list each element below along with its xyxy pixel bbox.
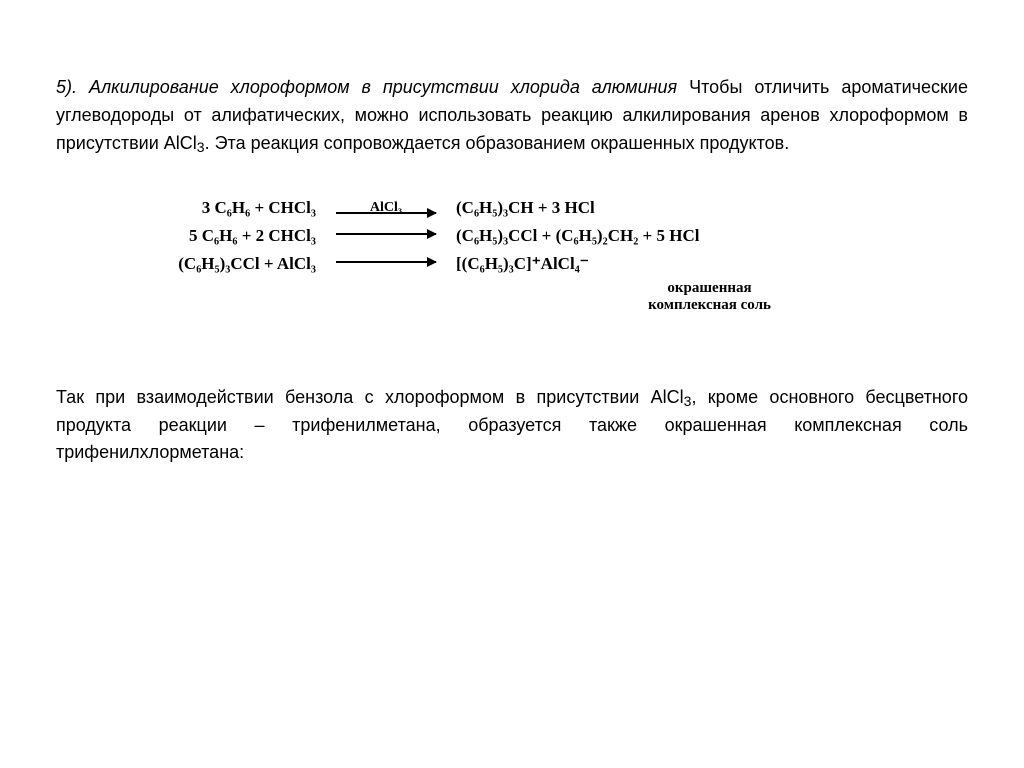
equation-2: 5 C₆H₆ + 2 CHCl₃ (C₆H₅)₃CCl + (C₆H₅)₂CH₂… [126,226,968,246]
section-title: Алкилирование хлороформом в присутствии … [89,77,677,97]
section-number: 5). [56,77,77,97]
subscript-3: 3 [197,139,205,155]
para2-body: Так при взаимодействии бензола с хлорофо… [56,387,684,407]
arrow-icon [336,261,436,263]
eq1-arrow: AlCl₃ [336,201,436,214]
eq3-left: (C₆H₅)₃CCl + AlCl₃ [126,254,326,274]
eq2-right: (C₆H₅)₃CCl + (C₆H₅)₂CH₂ + 5 HCl [446,226,699,246]
paragraph-1: 5). Алкилирование хлороформом в присутст… [56,74,968,158]
arrow-icon [336,212,436,214]
eq3-note: окрашенная комплексная соль [451,280,968,314]
paragraph-2: Так при взаимодействии бензола с хлорофо… [56,384,968,468]
para1-tail: . Эта реакция сопровождается образование… [205,133,790,153]
eq1-left: 3 C₆H₆ + CHCl₃ [126,198,326,218]
equation-3: (C₆H₅)₃CCl + AlCl₃ [(C₆H₅)₃C]⁺AlCl₄⁻ [126,254,968,274]
subscript-3b: 3 [684,393,692,409]
equation-1: 3 C₆H₆ + CHCl₃ AlCl₃ (C₆H₅)₃CH + 3 HCl [126,198,968,218]
document-page: 5). Алкилирование хлороформом в присутст… [0,0,1024,515]
eq1-right: (C₆H₅)₃CH + 3 HCl [446,198,595,218]
equation-block: 3 C₆H₆ + CHCl₃ AlCl₃ (C₆H₅)₃CH + 3 HCl 5… [56,198,968,314]
eq2-left: 5 C₆H₆ + 2 CHCl₃ [126,226,326,246]
arrow-icon [336,233,436,235]
eq3-right: [(C₆H₅)₃C]⁺AlCl₄⁻ [446,254,589,274]
